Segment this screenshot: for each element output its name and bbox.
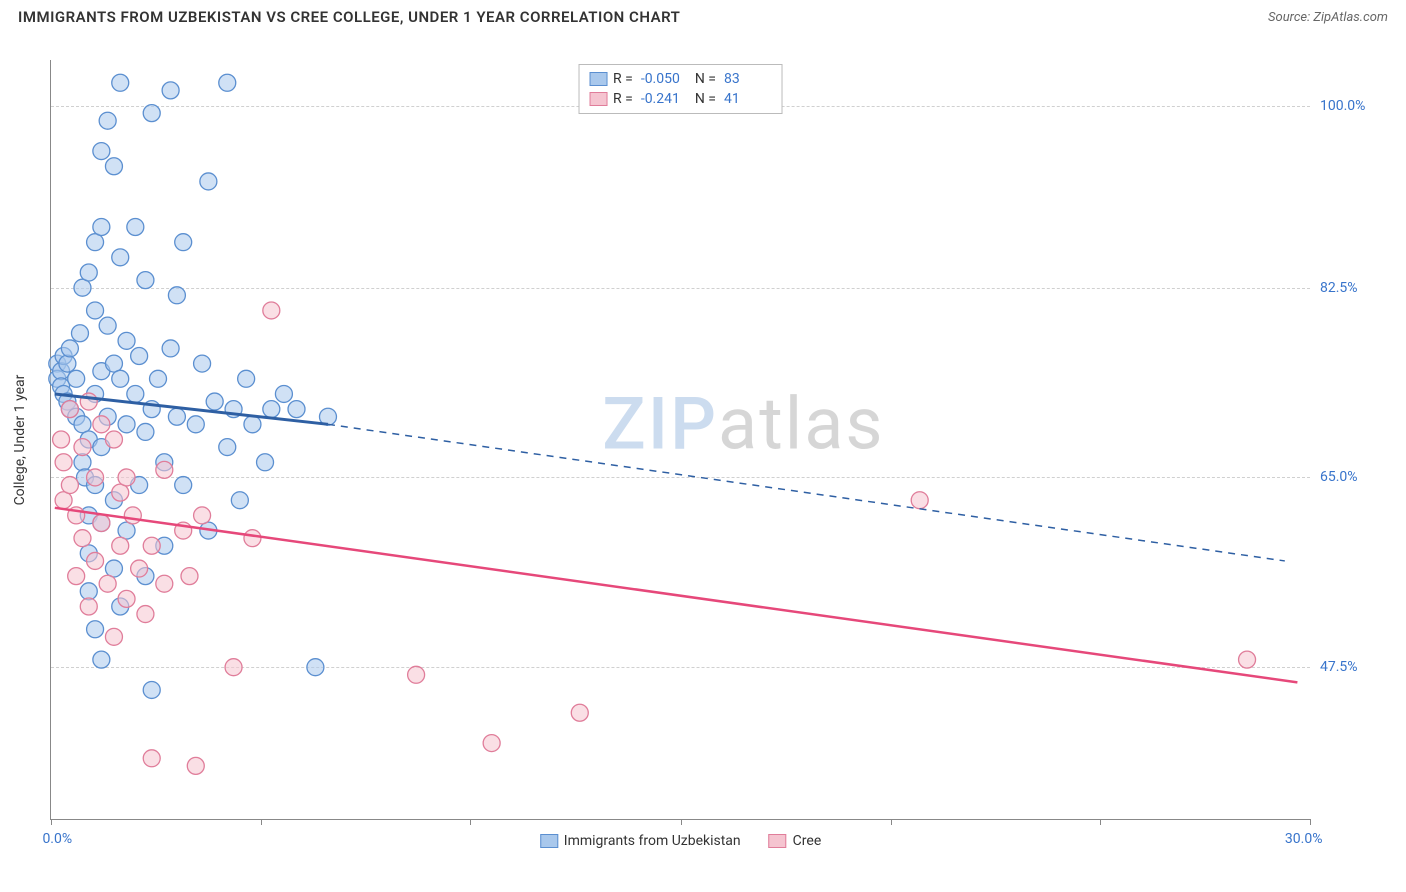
x-tick [681, 819, 682, 825]
series-legend: Immigrants from Uzbekistan Cree [540, 833, 821, 849]
legend-label: Cree [793, 833, 822, 849]
legend-item-blue: Immigrants from Uzbekistan [540, 833, 741, 849]
y-tick-label: 65.0% [1320, 469, 1380, 485]
legend-swatch-pink [589, 92, 607, 106]
x-tick [1100, 819, 1101, 825]
plot-area: R = -0.050 N = 83 R = -0.241 N = 41 ZIPa… [50, 60, 1310, 820]
chart-container: College, Under 1 year R = -0.050 N = 83 … [50, 40, 1390, 840]
n-value: 83 [724, 69, 772, 89]
y-tick-label: 47.5% [1320, 659, 1380, 675]
n-label: N = [695, 69, 716, 89]
legend-swatch-blue [540, 834, 558, 848]
legend-item-pink: Cree [769, 833, 822, 849]
x-tick [1310, 819, 1311, 825]
x-tick [51, 819, 52, 825]
chart-title: IMMIGRANTS FROM UZBEKISTAN VS CREE COLLE… [18, 8, 680, 26]
r-value: -0.050 [641, 69, 689, 89]
trend-line [328, 424, 1285, 561]
r-label: R = [613, 89, 633, 109]
trend-line [55, 508, 1298, 683]
trend-lines [51, 60, 1310, 819]
r-value: -0.241 [641, 89, 689, 109]
legend-row-pink: R = -0.241 N = 41 [589, 89, 772, 109]
y-tick-label: 100.0% [1320, 98, 1380, 114]
x-tick [891, 819, 892, 825]
x-tick-min: 0.0% [42, 831, 72, 847]
x-tick [470, 819, 471, 825]
x-tick [261, 819, 262, 825]
legend-row-blue: R = -0.050 N = 83 [589, 69, 772, 89]
source-attribution: Source: ZipAtlas.com [1268, 10, 1388, 25]
x-tick-max: 30.0% [1285, 831, 1323, 847]
legend-swatch-pink [769, 834, 787, 848]
legend-label: Immigrants from Uzbekistan [564, 833, 741, 849]
trend-line [55, 394, 328, 424]
legend-swatch-blue [589, 72, 607, 86]
y-axis-label: College, Under 1 year [12, 375, 28, 506]
n-label: N = [695, 89, 716, 109]
r-label: R = [613, 69, 633, 89]
y-tick-label: 82.5% [1320, 280, 1380, 296]
correlation-legend: R = -0.050 N = 83 R = -0.241 N = 41 [578, 64, 783, 114]
n-value: 41 [724, 89, 772, 109]
